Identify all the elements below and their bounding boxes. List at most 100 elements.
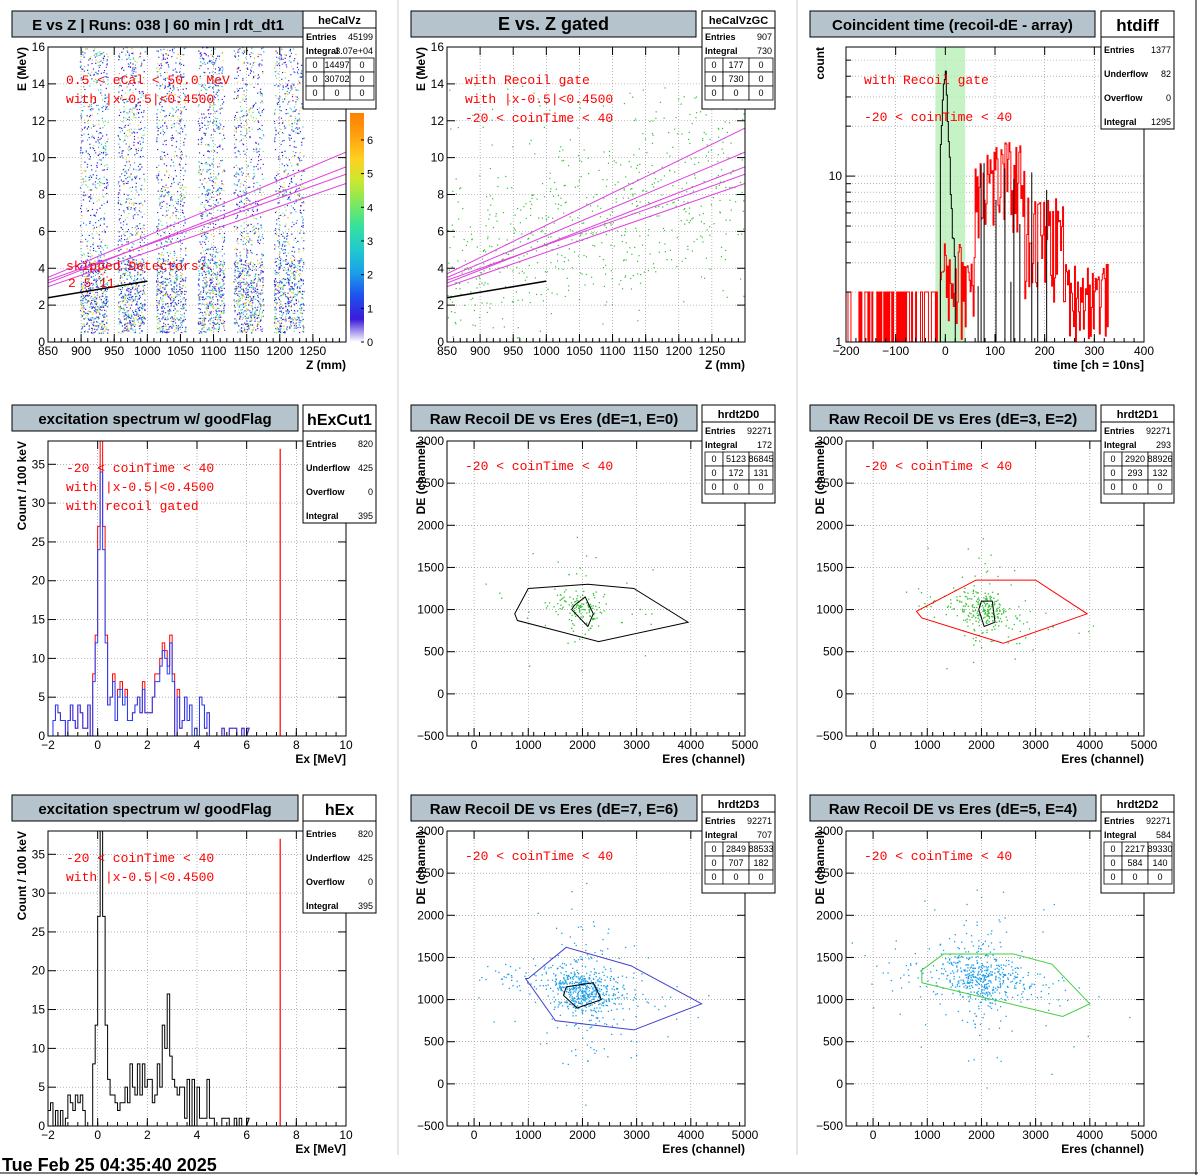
data-point: [252, 214, 253, 215]
data-point: [168, 332, 169, 333]
data-point: [90, 319, 91, 320]
data-point: [162, 291, 163, 292]
data-point: [120, 112, 121, 113]
data-point: [235, 57, 236, 58]
data-point: [247, 113, 248, 114]
data-point: [211, 311, 212, 312]
data-point: [292, 222, 293, 223]
data-point: [157, 109, 158, 110]
data-point: [124, 310, 125, 311]
data-point: [135, 281, 136, 282]
data-point: [127, 248, 128, 249]
data-point: [134, 139, 135, 140]
data-point: [83, 253, 84, 254]
data-point: [175, 112, 176, 113]
data-point: [118, 200, 119, 201]
data-point: [244, 101, 245, 102]
data-point: [303, 319, 304, 320]
data-point: [294, 328, 295, 329]
data-point: [247, 329, 248, 330]
data-point: [94, 301, 95, 302]
data-point: [237, 195, 238, 196]
data-point: [163, 281, 164, 282]
data-point: [172, 108, 173, 109]
data-point: [106, 164, 107, 165]
data-point: [171, 176, 172, 177]
data-point: [274, 113, 275, 114]
data-point: [107, 201, 108, 202]
data-point: [251, 71, 252, 72]
data-point: [247, 62, 248, 63]
data-point: [247, 283, 248, 284]
data-point: [103, 302, 104, 303]
data-point: [184, 294, 185, 295]
data-point: [126, 59, 127, 60]
data-point: [251, 281, 252, 282]
data-point: [92, 209, 93, 210]
data-point: [220, 322, 221, 323]
data-point: [172, 50, 173, 51]
data-point: [251, 285, 252, 286]
data-point: [237, 52, 238, 53]
data-point: [208, 241, 209, 242]
data-point: [274, 137, 275, 138]
data-point: [182, 200, 183, 201]
data-point: [252, 253, 253, 254]
data-point: [246, 115, 247, 116]
data-point: [172, 145, 173, 146]
data-point: [80, 241, 81, 242]
data-point: [208, 205, 209, 206]
data-point: [119, 322, 120, 323]
data-point: [165, 185, 166, 186]
data-point: [169, 113, 170, 114]
data-point: [249, 200, 250, 201]
data-point: [252, 129, 253, 130]
data-point: [235, 147, 236, 148]
data-point: [245, 260, 246, 261]
data-point: [101, 205, 102, 206]
data-point: [137, 307, 138, 308]
data-point: [212, 293, 213, 294]
data-point: [245, 213, 246, 214]
data-point: [173, 194, 174, 195]
data-point: [221, 296, 222, 297]
data-point: [201, 216, 202, 217]
data-point: [138, 170, 139, 171]
data-point: [293, 264, 294, 265]
data-point: [103, 148, 104, 149]
data-point: [125, 136, 126, 137]
data-point: [259, 312, 260, 313]
data-point: [204, 325, 205, 326]
data-point: [163, 317, 164, 318]
data-point: [222, 265, 223, 266]
data-point: [220, 265, 221, 266]
data-point: [262, 281, 263, 282]
data-point: [119, 152, 120, 153]
data-point: [122, 312, 123, 313]
data-point: [279, 96, 280, 97]
data-point: [253, 87, 254, 88]
data-point: [140, 228, 141, 229]
data-point: [200, 204, 201, 205]
data-point: [214, 263, 215, 264]
data-point: [216, 279, 217, 280]
data-point: [127, 275, 128, 276]
data-point: [302, 222, 303, 223]
data-point: [89, 325, 90, 326]
data-point: [128, 125, 129, 126]
data-point: [128, 213, 129, 214]
data-point: [156, 141, 157, 142]
data-point: [300, 210, 301, 211]
data-point: [134, 107, 135, 108]
data-point: [177, 326, 178, 327]
data-point: [134, 209, 135, 210]
data-point: [138, 285, 139, 286]
data-point: [216, 283, 217, 284]
data-point: [249, 287, 250, 288]
data-point: [122, 289, 123, 290]
data-point: [167, 192, 168, 193]
data-point: [89, 201, 90, 202]
data-point: [87, 315, 88, 316]
data-point: [202, 299, 203, 300]
data-point: [222, 295, 223, 296]
